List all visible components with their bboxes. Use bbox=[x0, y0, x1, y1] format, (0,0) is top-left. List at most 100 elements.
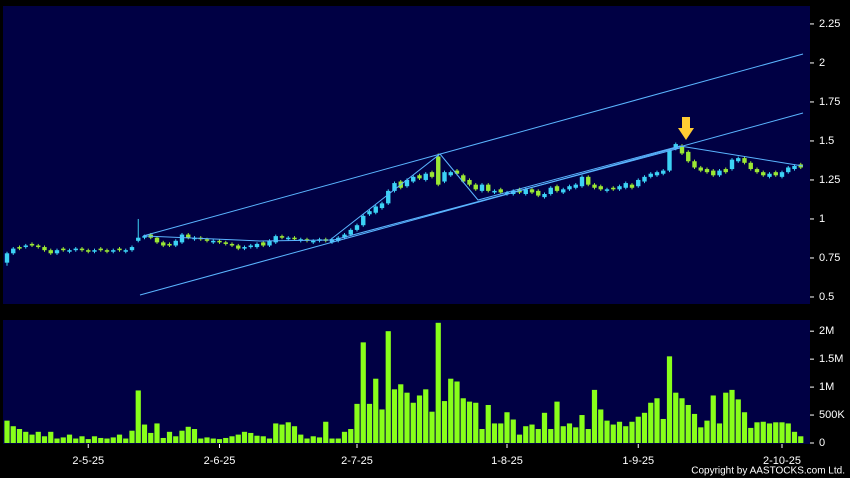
channel-lower bbox=[139, 112, 804, 296]
candle-body bbox=[29, 243, 35, 246]
volume-bar bbox=[429, 411, 435, 443]
volume-bar bbox=[466, 401, 473, 443]
candle-body bbox=[392, 183, 397, 191]
volume-bar bbox=[123, 438, 129, 443]
volume-bar bbox=[54, 438, 60, 443]
candle-body bbox=[404, 179, 410, 187]
volume-bar bbox=[566, 423, 573, 443]
candle-body bbox=[767, 173, 772, 177]
volume-bar bbox=[666, 356, 673, 443]
volume-bar bbox=[685, 404, 691, 443]
candle-body bbox=[542, 194, 547, 198]
volume-bar bbox=[348, 429, 354, 443]
candle-body bbox=[667, 150, 672, 171]
candle-body bbox=[504, 192, 510, 195]
copyright: Copyright by AASTOCKS.com Ltd. bbox=[691, 466, 845, 477]
volume-bar bbox=[104, 438, 110, 443]
candle-body bbox=[42, 247, 47, 251]
volume-bar bbox=[760, 421, 766, 443]
volume-bar bbox=[354, 403, 360, 443]
volume-bar bbox=[391, 389, 398, 443]
volume-bar bbox=[460, 398, 466, 443]
candle-body bbox=[773, 172, 778, 176]
x-tick-label: 2-5-25 bbox=[72, 455, 104, 467]
volume-bar bbox=[241, 431, 248, 443]
volume-bar bbox=[48, 431, 54, 443]
price-panel bbox=[3, 6, 810, 304]
volume-bar bbox=[616, 421, 623, 443]
volume-bar bbox=[629, 421, 635, 443]
candle-body bbox=[236, 245, 241, 249]
volume-bar bbox=[254, 435, 260, 443]
candle-body bbox=[698, 167, 703, 171]
volume-bar bbox=[498, 423, 504, 443]
volume-bar bbox=[204, 437, 210, 443]
candle-body bbox=[754, 169, 760, 173]
volume-bar bbox=[379, 409, 385, 443]
volume-bar bbox=[16, 429, 23, 443]
volume-bar bbox=[135, 390, 141, 443]
y-tick-label: 1.75 bbox=[819, 96, 840, 108]
volume-bar bbox=[223, 437, 229, 443]
volume-bar bbox=[85, 439, 91, 443]
volume-bar bbox=[116, 434, 123, 443]
x-tick-label: 1-8-25 bbox=[491, 455, 523, 467]
volume-bar bbox=[766, 423, 773, 443]
volume-bar bbox=[479, 429, 485, 443]
candle-body bbox=[461, 175, 466, 182]
candle-body bbox=[473, 184, 478, 190]
candle-body bbox=[36, 245, 41, 248]
volume-bar bbox=[279, 424, 285, 443]
volume-bar bbox=[654, 398, 660, 443]
candle-body bbox=[661, 170, 666, 174]
volume-bar bbox=[410, 402, 416, 443]
candle-body bbox=[211, 240, 216, 243]
volume-bar bbox=[360, 342, 366, 443]
volume-bar bbox=[98, 437, 104, 443]
candle-body bbox=[423, 173, 428, 180]
volume-bar bbox=[323, 421, 329, 443]
trend-lines bbox=[139, 53, 804, 296]
candle-body bbox=[654, 172, 660, 176]
volume-bar bbox=[791, 431, 798, 443]
candle-body bbox=[623, 183, 628, 188]
volume-bar bbox=[704, 420, 710, 443]
volume-bar bbox=[635, 416, 641, 443]
candle-body bbox=[548, 187, 553, 195]
y-tick-label: 1.5M bbox=[819, 353, 843, 365]
candle-body bbox=[467, 179, 472, 185]
candle-body bbox=[567, 186, 572, 190]
candle-body bbox=[242, 247, 247, 249]
volume-bar bbox=[516, 434, 523, 443]
candle-body bbox=[11, 248, 16, 254]
candle-body bbox=[742, 158, 747, 163]
candle-body bbox=[611, 187, 616, 190]
volume-bar bbox=[723, 392, 729, 443]
candle-body bbox=[411, 176, 416, 182]
candle-body bbox=[186, 234, 191, 238]
volume-bar bbox=[485, 404, 491, 443]
candle-body bbox=[523, 189, 528, 195]
candle-body bbox=[117, 248, 122, 251]
candle-body bbox=[136, 237, 141, 241]
volume-bar bbox=[441, 401, 448, 443]
volume-bar bbox=[548, 429, 554, 443]
volume-bar bbox=[129, 430, 135, 443]
arrow-marker bbox=[678, 117, 694, 140]
candle-body bbox=[529, 189, 535, 193]
candle-body bbox=[261, 242, 266, 246]
candle-body bbox=[748, 162, 753, 170]
candle-body bbox=[586, 176, 591, 185]
y-tick-label: 1.25 bbox=[819, 174, 840, 186]
channel-upper bbox=[142, 53, 804, 237]
candle-body bbox=[761, 172, 766, 176]
candle-body bbox=[436, 156, 441, 185]
candle-body bbox=[217, 240, 222, 243]
candle-body bbox=[448, 172, 453, 176]
volume-bar bbox=[373, 378, 379, 443]
candle-body bbox=[311, 240, 316, 243]
candle-body bbox=[54, 250, 60, 254]
y-tick-label: 2M bbox=[819, 325, 834, 337]
candle-body bbox=[67, 250, 72, 252]
